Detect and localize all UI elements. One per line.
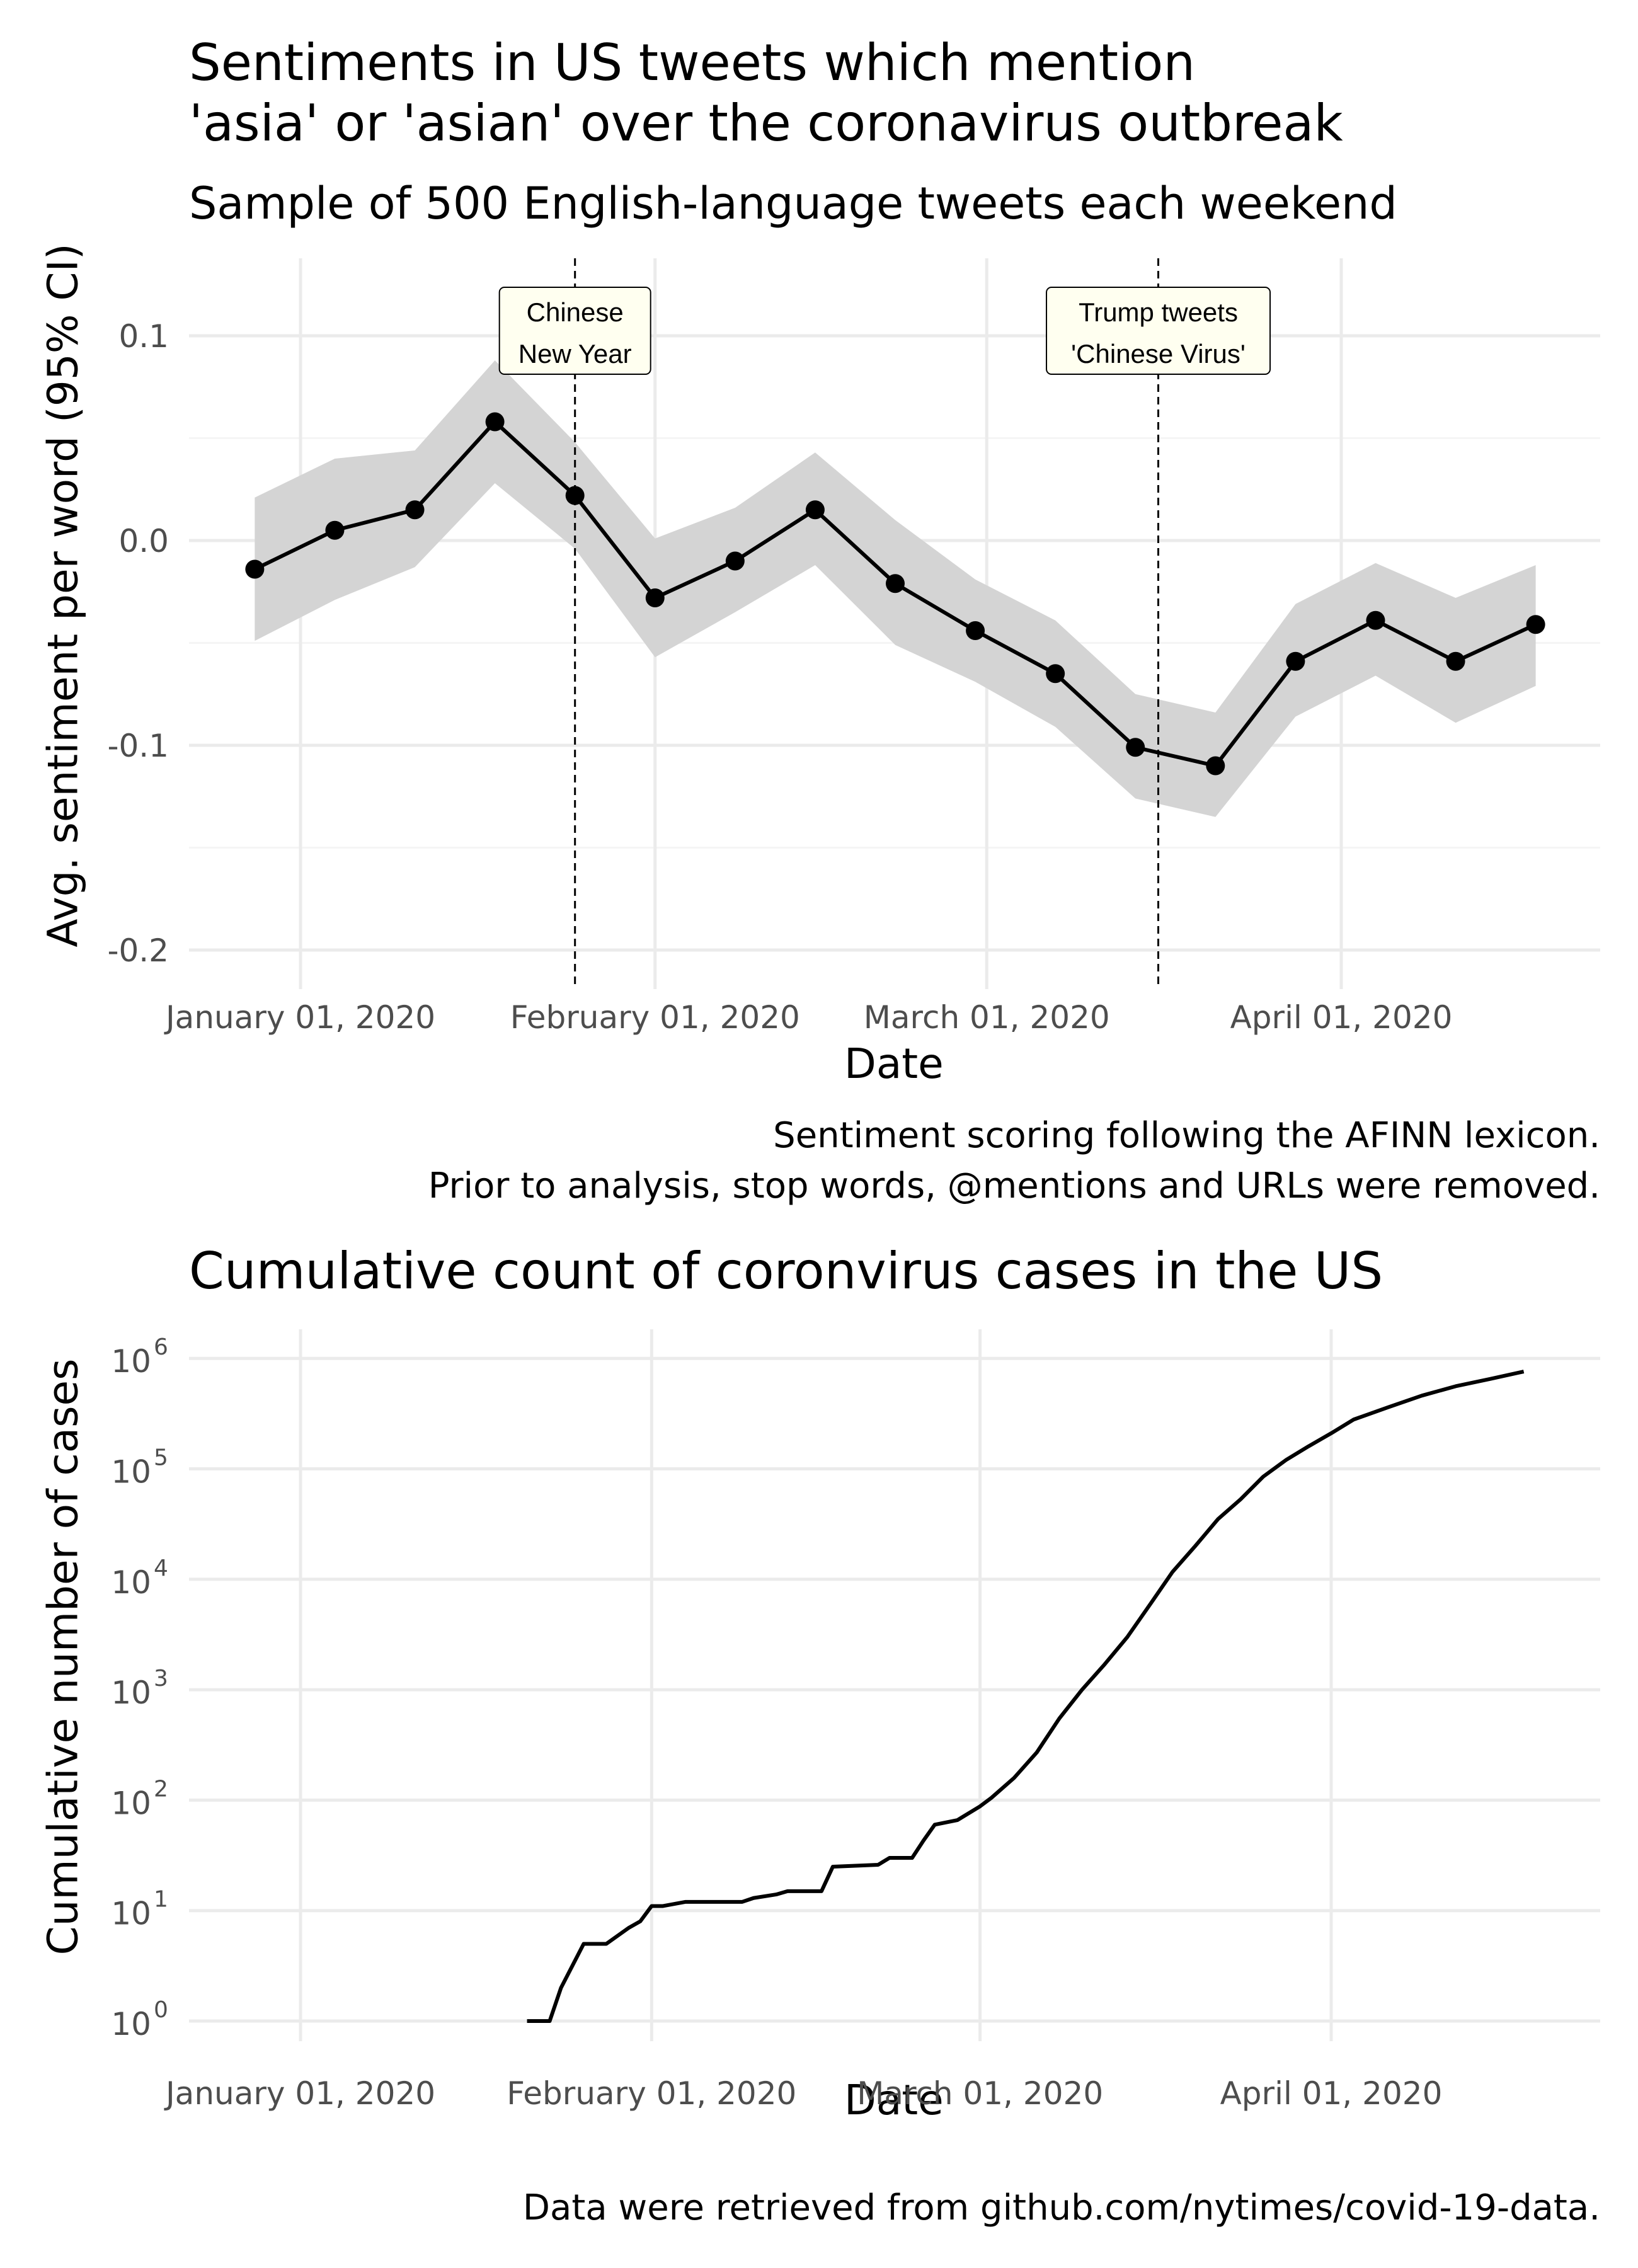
chart1-data-point [725,551,745,571]
chart1-data-point [886,574,905,593]
chart2-title: Cumulative count of coronvirus cases in … [189,1242,1383,1300]
chart1-data-point [565,486,585,505]
chart2-y-tick-label: 10 [111,1454,151,1491]
chart1-data-point [1286,651,1305,671]
chart1-data-point [966,621,985,640]
chart1-data-point [645,588,665,607]
chart1-data-point [405,500,425,520]
chart2-caption: Data were retrieved from github.com/nyti… [522,2187,1600,2228]
chart1-title: Sentiments in US tweets which mention 'a… [189,33,1343,154]
chart1-data-point [1126,738,1145,757]
chart2-y-tick-label: 10 [111,1896,151,1932]
chart2-y-tick-label: 10 [111,1785,151,1821]
chart1-x-tick-label: April 01, 2020 [1230,999,1453,1036]
chart2-y-tick-label: 10 [111,2006,151,2042]
chart1-data-point [1046,664,1065,684]
chart1-caption: Sentiment scoring following the AFINN le… [428,1111,1600,1211]
chart2-x-tick-label: April 01, 2020 [1220,2075,1443,2112]
chart1-x-tick-label: February 01, 2020 [510,999,800,1036]
chart1-data-point [325,520,345,540]
chart1-y-tick-label: -0.2 [107,932,169,969]
chart2-y-tick-exponent: 0 [154,1997,168,2023]
chart2-y-tick-label: 10 [111,1564,151,1601]
chart1-data-point [485,412,505,432]
chart1-subtitle: Sample of 500 English-language tweets ea… [189,178,1397,229]
chart1-y-tick-label: 0.1 [118,318,169,355]
chart1-x-tick-label: March 01, 2020 [864,999,1110,1036]
chart1-x-axis-title: Date [844,1040,944,1088]
chart1-annotation-label: 'Chinese Virus' [1071,339,1246,369]
chart2-x-axis-title: Date [844,2076,944,2124]
chart1-annotation-label: Chinese [527,297,624,327]
chart1-annotation-box [1046,287,1271,375]
chart2-y-tick-exponent: 2 [154,1776,168,1802]
chart2-y-tick-exponent: 4 [154,1555,168,1581]
chart2-cases-line [527,1370,1525,2023]
chart1-annotation-box [498,287,651,375]
chart1-y-tick-label: -0.1 [107,728,169,764]
chart1-title-line-2: 'asia' or 'asian' over the coronavirus o… [189,94,1343,152]
chart2-y-tick-exponent: 5 [154,1445,168,1471]
chart1-title-line-1: Sentiments in US tweets which mention [189,33,1196,92]
chart1-data-point [245,559,265,579]
chart1-data-point [1366,610,1385,630]
chart1-data-point [1206,756,1225,776]
chart1-x-tick-label: January 01, 2020 [164,999,435,1036]
chart2-y-tick-label: 10 [111,1675,151,1711]
chart1-caption-line-2: Prior to analysis, stop words, @mentions… [428,1166,1600,1206]
chart2-x-tick-label: March 01, 2020 [857,2075,1103,2112]
chart2-x-tick-label: February 01, 2020 [507,2075,796,2112]
chart1-data-point [1446,651,1465,671]
chart2-y-tick-exponent: 3 [154,1666,168,1692]
chart2-y-tick-exponent: 1 [154,1887,168,1913]
chart1-annotation-label: Trump tweets [1079,297,1238,327]
chart2-y-tick-label: 10 [111,1343,151,1380]
chart1-data-point [1526,615,1545,634]
chart1-annotation-label: New Year [518,339,632,369]
chart1-caption-line-1: Sentiment scoring following the AFINN le… [773,1115,1600,1156]
chart2-y-tick-exponent: 6 [154,1334,168,1360]
chart1-data-point [805,500,825,520]
chart1-y-tick-label: 0.0 [118,523,169,559]
chart2-x-tick-label: January 01, 2020 [164,2075,435,2112]
